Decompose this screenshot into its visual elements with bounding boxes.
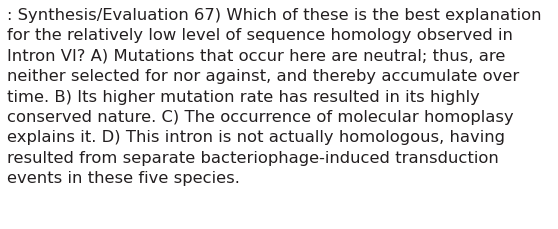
Text: : Synthesis/Evaluation 67) Which of these is the best explanation
for the relati: : Synthesis/Evaluation 67) Which of thes… <box>7 8 541 185</box>
